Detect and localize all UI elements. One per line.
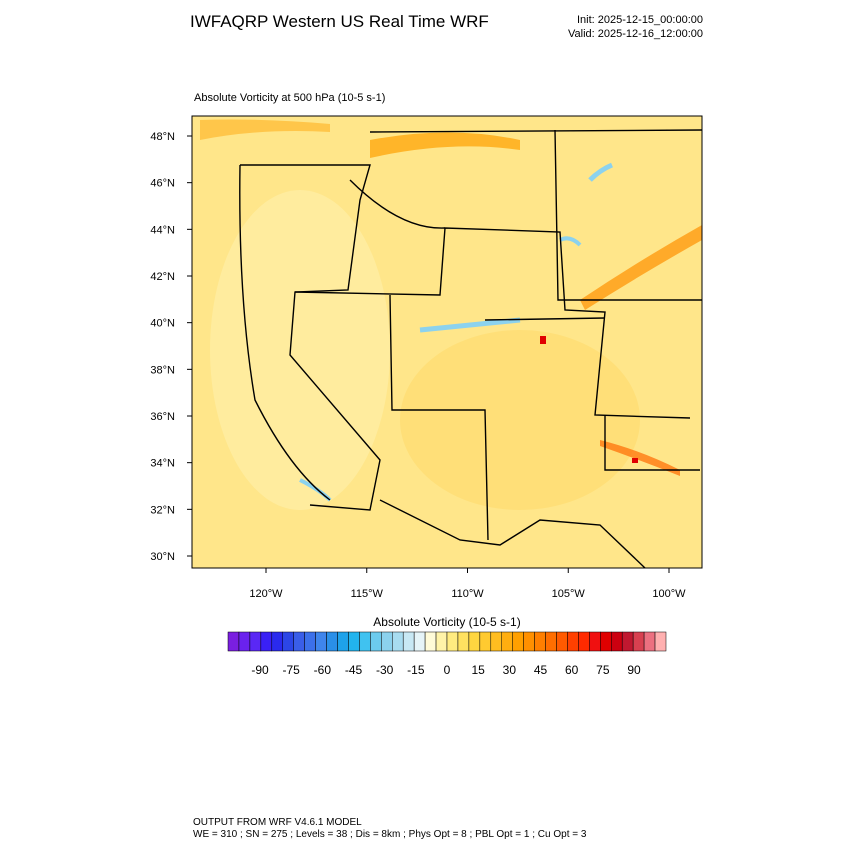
colorbar-tick-label: 60 (565, 663, 579, 677)
colorbar-box (556, 631, 568, 652)
lat-label: 36°N (150, 411, 175, 423)
colorbar-box (457, 631, 470, 652)
colorbar-box (534, 631, 546, 652)
valid-time: Valid: 2025-12-16_12:00:00 (568, 28, 703, 40)
footer-settings: WE = 310 ; SN = 275 ; Levels = 38 ; Dis … (193, 829, 587, 840)
colorbar-tick-label: -15 (407, 663, 425, 677)
lat-label: 38°N (150, 364, 175, 376)
colorbar-tick-label: 90 (627, 663, 641, 677)
colorbar-box (490, 631, 502, 652)
colorbar-box (621, 631, 634, 652)
lon-label: 120°W (249, 588, 283, 600)
colorbar-box (501, 631, 513, 652)
colorbar-box (348, 631, 360, 652)
colorbar-box (249, 631, 262, 652)
colorbar-tick-label: -90 (251, 663, 269, 677)
colorbar-tick-label: -30 (376, 663, 394, 677)
colorbar-box (304, 631, 316, 652)
colorbar-title: Absolute Vorticity (10-5 s-1) (373, 615, 520, 629)
colorbar-tick-label: 45 (534, 663, 548, 677)
colorbar-box (567, 631, 579, 652)
lat-label: 32°N (150, 504, 175, 516)
lon-label: 100°W (652, 588, 686, 600)
lat-label: 48°N (150, 131, 175, 143)
colorbar-tick-label: -45 (345, 663, 363, 677)
colorbar-box (446, 631, 459, 652)
lat-label: 34°N (150, 458, 175, 470)
colorbar-box (512, 631, 524, 652)
colorbar-box (282, 631, 294, 652)
colorbar-box (370, 631, 382, 652)
colorbar-box (337, 631, 349, 652)
colorbar-box (589, 631, 601, 652)
colorbar-tick-label: -60 (314, 663, 332, 677)
colorbar-box (611, 631, 623, 652)
lat-label: 30°N (150, 551, 175, 563)
init-time: Init: 2025-12-15_00:00:00 (577, 14, 703, 26)
colorbar-box (326, 631, 338, 652)
colorbar-box (479, 631, 492, 652)
lon-label: 115°W (351, 588, 384, 600)
colorbar-tick-label: 30 (503, 663, 517, 677)
colorbar-box (643, 631, 656, 652)
colorbar-box (468, 631, 481, 652)
lat-label: 46°N (150, 178, 175, 190)
colorbar-box (632, 631, 645, 652)
colorbar-box (435, 631, 448, 652)
colorbar-tick-label: 0 (444, 663, 451, 677)
lat-label: 42°N (150, 271, 175, 283)
colorbar-box (578, 631, 590, 652)
colorbar-box (654, 631, 667, 652)
colorbar-box (545, 631, 557, 652)
colorbar-box (260, 631, 273, 652)
title: IWFAQRP Western US Real Time WRF (190, 12, 489, 31)
footer-model: OUTPUT FROM WRF V4.6.1 MODEL (193, 817, 362, 828)
colorbar-box (271, 631, 283, 652)
colorbar-box (424, 631, 437, 652)
colorbar-tick-label: -75 (282, 663, 300, 677)
lat-label: 44°N (150, 224, 175, 236)
colorbar-box (359, 631, 371, 652)
map-field (191, 115, 703, 569)
colorbar-box (315, 631, 327, 652)
colorbar-box (402, 631, 415, 652)
colorbar-tick-label: 75 (596, 663, 610, 677)
colorbar-tick-label: 15 (471, 663, 485, 677)
colorbar-box (293, 631, 305, 652)
lon-label: 105°W (552, 588, 586, 600)
lon-label: 110°W (451, 588, 484, 600)
colorbar-box (227, 631, 240, 652)
colorbar-box (381, 631, 393, 652)
subtitle: Absolute Vorticity at 500 hPa (10-5 s-1) (194, 92, 385, 104)
colorbar-box (238, 631, 251, 652)
colorbar-box (523, 631, 535, 652)
colorbar-box (392, 631, 404, 652)
lat-label: 40°N (150, 318, 175, 330)
colorbar-box (600, 631, 612, 652)
colorbar-box (413, 631, 426, 652)
